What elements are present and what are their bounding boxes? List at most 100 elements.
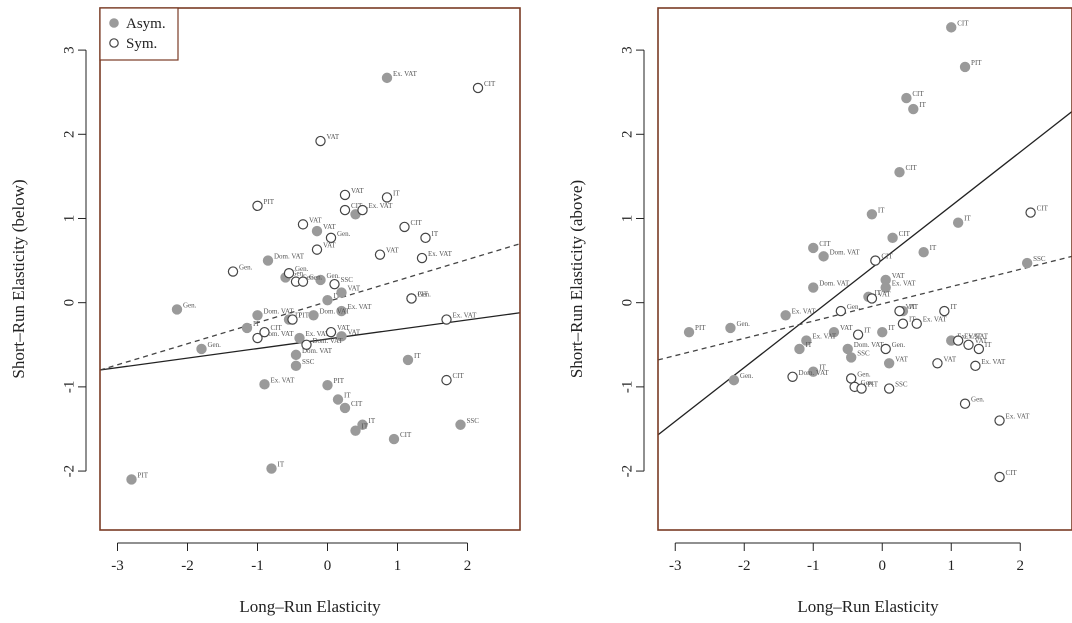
data-point-sym [259, 326, 270, 338]
y-tick-label: -2 [619, 465, 635, 478]
data-point-sym [973, 343, 985, 355]
point-label: Gen. [740, 372, 754, 380]
point-label: CIT [899, 230, 911, 238]
x-tick-label: 0 [879, 558, 887, 574]
y-tick-label: 2 [61, 131, 77, 139]
data-point-sym [897, 318, 909, 329]
point-label: Gen. [327, 272, 341, 280]
data-point-sym [325, 232, 337, 244]
data-point-asym [259, 379, 270, 390]
point-label: VAT [878, 290, 891, 298]
point-label: SSC [895, 381, 908, 389]
point-label: Dom. VAT [819, 280, 850, 288]
y-tick-label: -2 [61, 465, 77, 478]
point-label: Gen. [208, 341, 222, 349]
x-tick-label: -1 [251, 558, 264, 574]
point-label: IT [369, 417, 376, 425]
point-label: Gen. [892, 341, 906, 349]
data-point-asym [877, 326, 888, 338]
data-point-asym [332, 394, 344, 405]
data-point-sym [939, 305, 950, 317]
point-label: IT [919, 101, 926, 109]
point-label: Gen. [857, 370, 871, 378]
data-point-asym [952, 217, 964, 228]
point-label: VAT [386, 247, 399, 255]
point-label: VAT [906, 303, 919, 311]
x-tick-label: -3 [111, 558, 124, 574]
point-label: IT [985, 341, 992, 349]
point-label: CIT [271, 324, 283, 332]
data-point-asym [290, 349, 302, 361]
point-label: IT [805, 341, 812, 349]
data-point-asym [959, 61, 971, 73]
y-axis-label: Short–Run Elasticity (below) [9, 179, 28, 378]
data-point-sym [880, 343, 891, 355]
plot-frame [657, 7, 1072, 531]
plot-frame [99, 7, 521, 531]
data-point-sym [870, 255, 881, 266]
data-point-asym [322, 379, 333, 391]
point-label: Dom. VAT [313, 337, 344, 345]
data-point-sym [287, 314, 298, 325]
data-point-sym [297, 219, 309, 230]
data-point-sym [866, 293, 878, 304]
point-label: IT [393, 189, 400, 197]
data-point-sym [970, 360, 981, 372]
y-tick-label: -1 [619, 381, 635, 394]
data-point-asym [894, 166, 905, 178]
data-point-sym [339, 204, 351, 216]
point-label: Ex. VAT [812, 333, 837, 341]
x-tick-label: -3 [669, 558, 682, 574]
legend-marker-asym [109, 18, 119, 28]
point-label: CIT [1037, 205, 1049, 213]
x-tick-label: -2 [738, 558, 751, 574]
data-point-asym [294, 332, 305, 344]
data-point-sym [357, 204, 368, 216]
point-label: Dom. VAT [799, 369, 830, 377]
point-label: Dom. VAT [302, 347, 333, 355]
data-point-sym [932, 358, 943, 369]
point-label: IT [819, 364, 826, 372]
data-point-sym [301, 339, 312, 350]
point-label: IT [888, 324, 895, 332]
fit-line-sym [100, 243, 520, 371]
data-point-asym [350, 425, 361, 436]
data-point-asym [315, 274, 326, 286]
point-label: IT [909, 303, 916, 311]
point-label: VAT [895, 355, 908, 363]
x-tick-label: 0 [324, 558, 332, 574]
data-point-sym [441, 314, 452, 325]
point-label: Ex. VAT [453, 312, 478, 320]
point-label: SSC [341, 276, 354, 284]
point-label: Gen. [736, 320, 750, 328]
data-point-asym [126, 474, 137, 485]
point-label: CIT [906, 164, 918, 172]
fit-line-asym [658, 111, 1072, 436]
legend: Asym. Sym. [99, 7, 179, 61]
point-label: IT [909, 316, 916, 324]
y-tick-label: -1 [61, 381, 77, 394]
data-point-asym [322, 294, 333, 306]
point-label: Gen. [295, 265, 309, 273]
point-label: IT [295, 312, 302, 320]
point-label: Gen. [309, 274, 323, 282]
data-point-asym [808, 366, 819, 377]
data-point-asym [252, 310, 263, 321]
point-label: Ex. VAT [923, 316, 948, 324]
x-axis-label: Long–Run Elasticity [797, 597, 939, 616]
data-point-asym [402, 354, 414, 366]
point-label: IT [950, 303, 957, 311]
point-label: Gen. [337, 230, 351, 238]
point-label: PIT [695, 324, 706, 332]
point-label: Gen. [971, 396, 985, 404]
point-label: IT [414, 352, 421, 360]
data-point-sym [835, 305, 847, 317]
data-point-asym [339, 402, 351, 414]
data-point-sym [329, 278, 340, 290]
data-point-asym [808, 242, 819, 254]
x-axis-label: Long–Run Elasticity [239, 597, 381, 616]
point-label: CIT [881, 253, 893, 261]
point-label: Gen. [239, 264, 253, 272]
data-point-sym [381, 192, 393, 203]
